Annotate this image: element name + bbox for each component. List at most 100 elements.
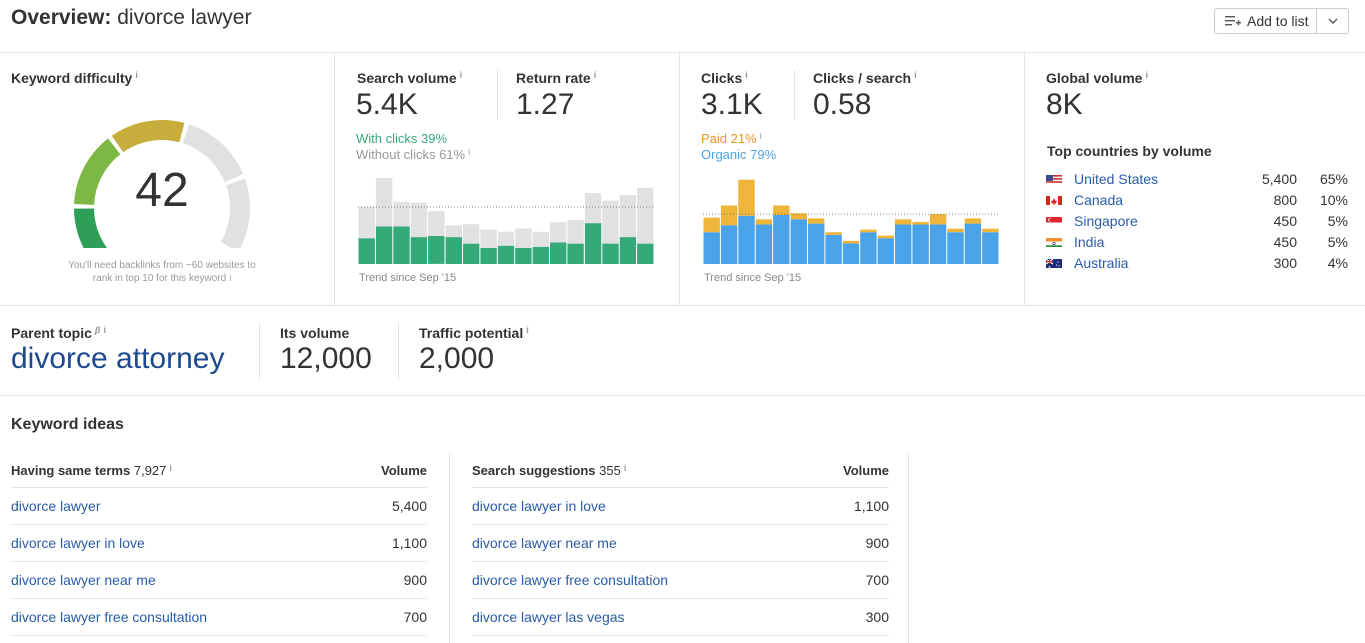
chart-bar-organic[interactable] — [773, 215, 790, 264]
chart-bar-with-clicks[interactable] — [428, 236, 445, 264]
country-link[interactable]: India — [1074, 233, 1105, 250]
keyword-link[interactable]: divorce lawyer near me — [11, 572, 156, 588]
chart-bar-organic[interactable] — [895, 224, 912, 264]
chart-bar-without-clicks[interactable] — [497, 231, 515, 246]
chart-bar-with-clicks[interactable] — [637, 243, 654, 264]
info-icon[interactable]: i — [526, 325, 529, 335]
parent-topic-link[interactable]: divorce attorney — [11, 342, 225, 375]
chart-bar-without-clicks[interactable] — [410, 202, 428, 238]
chart-bar-without-clicks[interactable] — [358, 207, 375, 239]
chart-bar-paid[interactable] — [720, 205, 738, 226]
chart-bar-organic[interactable] — [808, 223, 825, 264]
info-icon[interactable]: i — [623, 462, 627, 473]
chart-bar-paid[interactable] — [929, 214, 947, 225]
chart-bar-organic[interactable] — [720, 225, 738, 264]
chart-bar-without-clicks[interactable] — [445, 225, 462, 238]
chart-bar-with-clicks[interactable] — [480, 247, 497, 264]
info-icon[interactable]: i — [468, 147, 471, 157]
info-icon[interactable]: i — [593, 70, 597, 80]
chart-bar-without-clicks[interactable] — [515, 228, 532, 248]
chart-bar-without-clicks[interactable] — [463, 224, 480, 244]
chart-bar-without-clicks[interactable] — [532, 231, 549, 247]
sg-flag-icon — [1046, 215, 1062, 226]
chart-bar-paid[interactable] — [825, 232, 842, 235]
keyword-link[interactable]: divorce lawyer las vegas — [472, 609, 625, 625]
country-link[interactable]: Canada — [1074, 191, 1124, 208]
country-link[interactable]: Australia — [1074, 254, 1129, 271]
chart-bar-without-clicks[interactable] — [550, 222, 567, 243]
info-icon[interactable]: i — [229, 273, 232, 283]
chart-bar-without-clicks[interactable] — [602, 200, 619, 244]
chart-bar-with-clicks[interactable] — [410, 237, 428, 264]
info-icon[interactable]: i — [169, 462, 172, 473]
chart-bar-paid[interactable] — [703, 217, 720, 233]
chart-bar-organic[interactable] — [947, 232, 964, 264]
country-link[interactable]: Singapore — [1074, 212, 1138, 229]
chart-bar-with-clicks[interactable] — [375, 226, 393, 264]
chart-bar-with-clicks[interactable] — [532, 246, 549, 264]
info-icon[interactable]: i — [1145, 70, 1148, 80]
chart-bar-without-clicks[interactable] — [428, 211, 445, 236]
chart-bar-paid[interactable] — [982, 228, 999, 233]
keyword-link[interactable]: divorce lawyer free consultation — [472, 572, 669, 588]
chart-bar-paid[interactable] — [738, 179, 755, 216]
country-link[interactable]: United States — [1074, 170, 1159, 187]
chart-bar-without-clicks[interactable] — [619, 195, 637, 238]
chart-bar-without-clicks[interactable] — [480, 229, 497, 248]
chart-bar-paid[interactable] — [808, 218, 825, 224]
chart-bar-paid[interactable] — [895, 219, 912, 225]
chart-bar-without-clicks[interactable] — [637, 187, 654, 244]
info-icon[interactable]: i — [914, 70, 917, 80]
chart-bar-without-clicks[interactable] — [375, 178, 393, 227]
chart-bar-with-clicks[interactable] — [463, 243, 480, 264]
chart-bar-paid[interactable] — [842, 240, 860, 244]
chart-bar-paid[interactable] — [773, 205, 790, 216]
chart-bar-organic[interactable] — [929, 224, 947, 264]
chart-bar-organic[interactable] — [825, 234, 842, 264]
info-icon[interactable]: i — [135, 70, 138, 80]
chart-bar-paid[interactable] — [912, 221, 929, 225]
chart-bar-organic[interactable] — [964, 223, 982, 264]
gauge-segment — [111, 120, 185, 153]
keyword-link[interactable]: divorce lawyer near me — [472, 535, 617, 551]
clicks-trend-chart — [703, 179, 999, 264]
chart-bar-organic[interactable] — [842, 243, 860, 264]
chart-bar-with-clicks[interactable] — [584, 223, 602, 264]
chart-bar-without-clicks[interactable] — [584, 193, 602, 224]
chart-bar-paid[interactable] — [964, 218, 982, 224]
chart-bar-without-clicks[interactable] — [567, 219, 584, 244]
info-icon[interactable]: i — [759, 131, 762, 141]
chart-bar-organic[interactable] — [755, 224, 773, 264]
chart-bar-with-clicks[interactable] — [602, 243, 619, 264]
add-to-list-dropdown[interactable] — [1317, 9, 1348, 33]
chart-bar-organic[interactable] — [982, 232, 999, 264]
chart-bar-with-clicks[interactable] — [550, 242, 567, 265]
chart-bar-with-clicks[interactable] — [567, 243, 584, 264]
chart-bar-organic[interactable] — [703, 232, 720, 264]
info-icon[interactable]: i — [459, 70, 463, 80]
chart-bar-with-clicks[interactable] — [515, 247, 532, 264]
chart-bar-paid[interactable] — [947, 228, 964, 233]
chart-bar-with-clicks[interactable] — [445, 237, 462, 264]
chart-bar-paid[interactable] — [755, 219, 773, 225]
chart-bar-organic[interactable] — [877, 238, 894, 264]
chart-bar-with-clicks[interactable] — [619, 237, 637, 264]
chart-bar-paid[interactable] — [860, 229, 877, 233]
keyword-link[interactable]: divorce lawyer — [11, 498, 101, 514]
chart-bar-with-clicks[interactable] — [358, 238, 375, 264]
chart-bar-organic[interactable] — [790, 219, 807, 264]
info-icon[interactable]: i — [745, 70, 748, 80]
keyword-link[interactable]: divorce lawyer free consultation — [11, 609, 208, 625]
chart-bar-with-clicks[interactable] — [497, 245, 515, 264]
keyword-link[interactable]: divorce lawyer in love — [472, 498, 606, 514]
chart-bar-paid[interactable] — [790, 213, 807, 220]
chart-bar-organic[interactable] — [738, 215, 755, 264]
chart-bar-without-clicks[interactable] — [393, 201, 410, 227]
chart-bar-organic[interactable] — [860, 232, 877, 264]
info-icon[interactable]: i — [103, 325, 107, 335]
add-to-list-button[interactable]: Add to list — [1215, 9, 1318, 33]
chart-bar-paid[interactable] — [877, 235, 894, 239]
chart-bar-organic[interactable] — [912, 224, 929, 264]
chart-bar-with-clicks[interactable] — [393, 226, 410, 264]
keyword-link[interactable]: divorce lawyer in love — [11, 535, 145, 551]
